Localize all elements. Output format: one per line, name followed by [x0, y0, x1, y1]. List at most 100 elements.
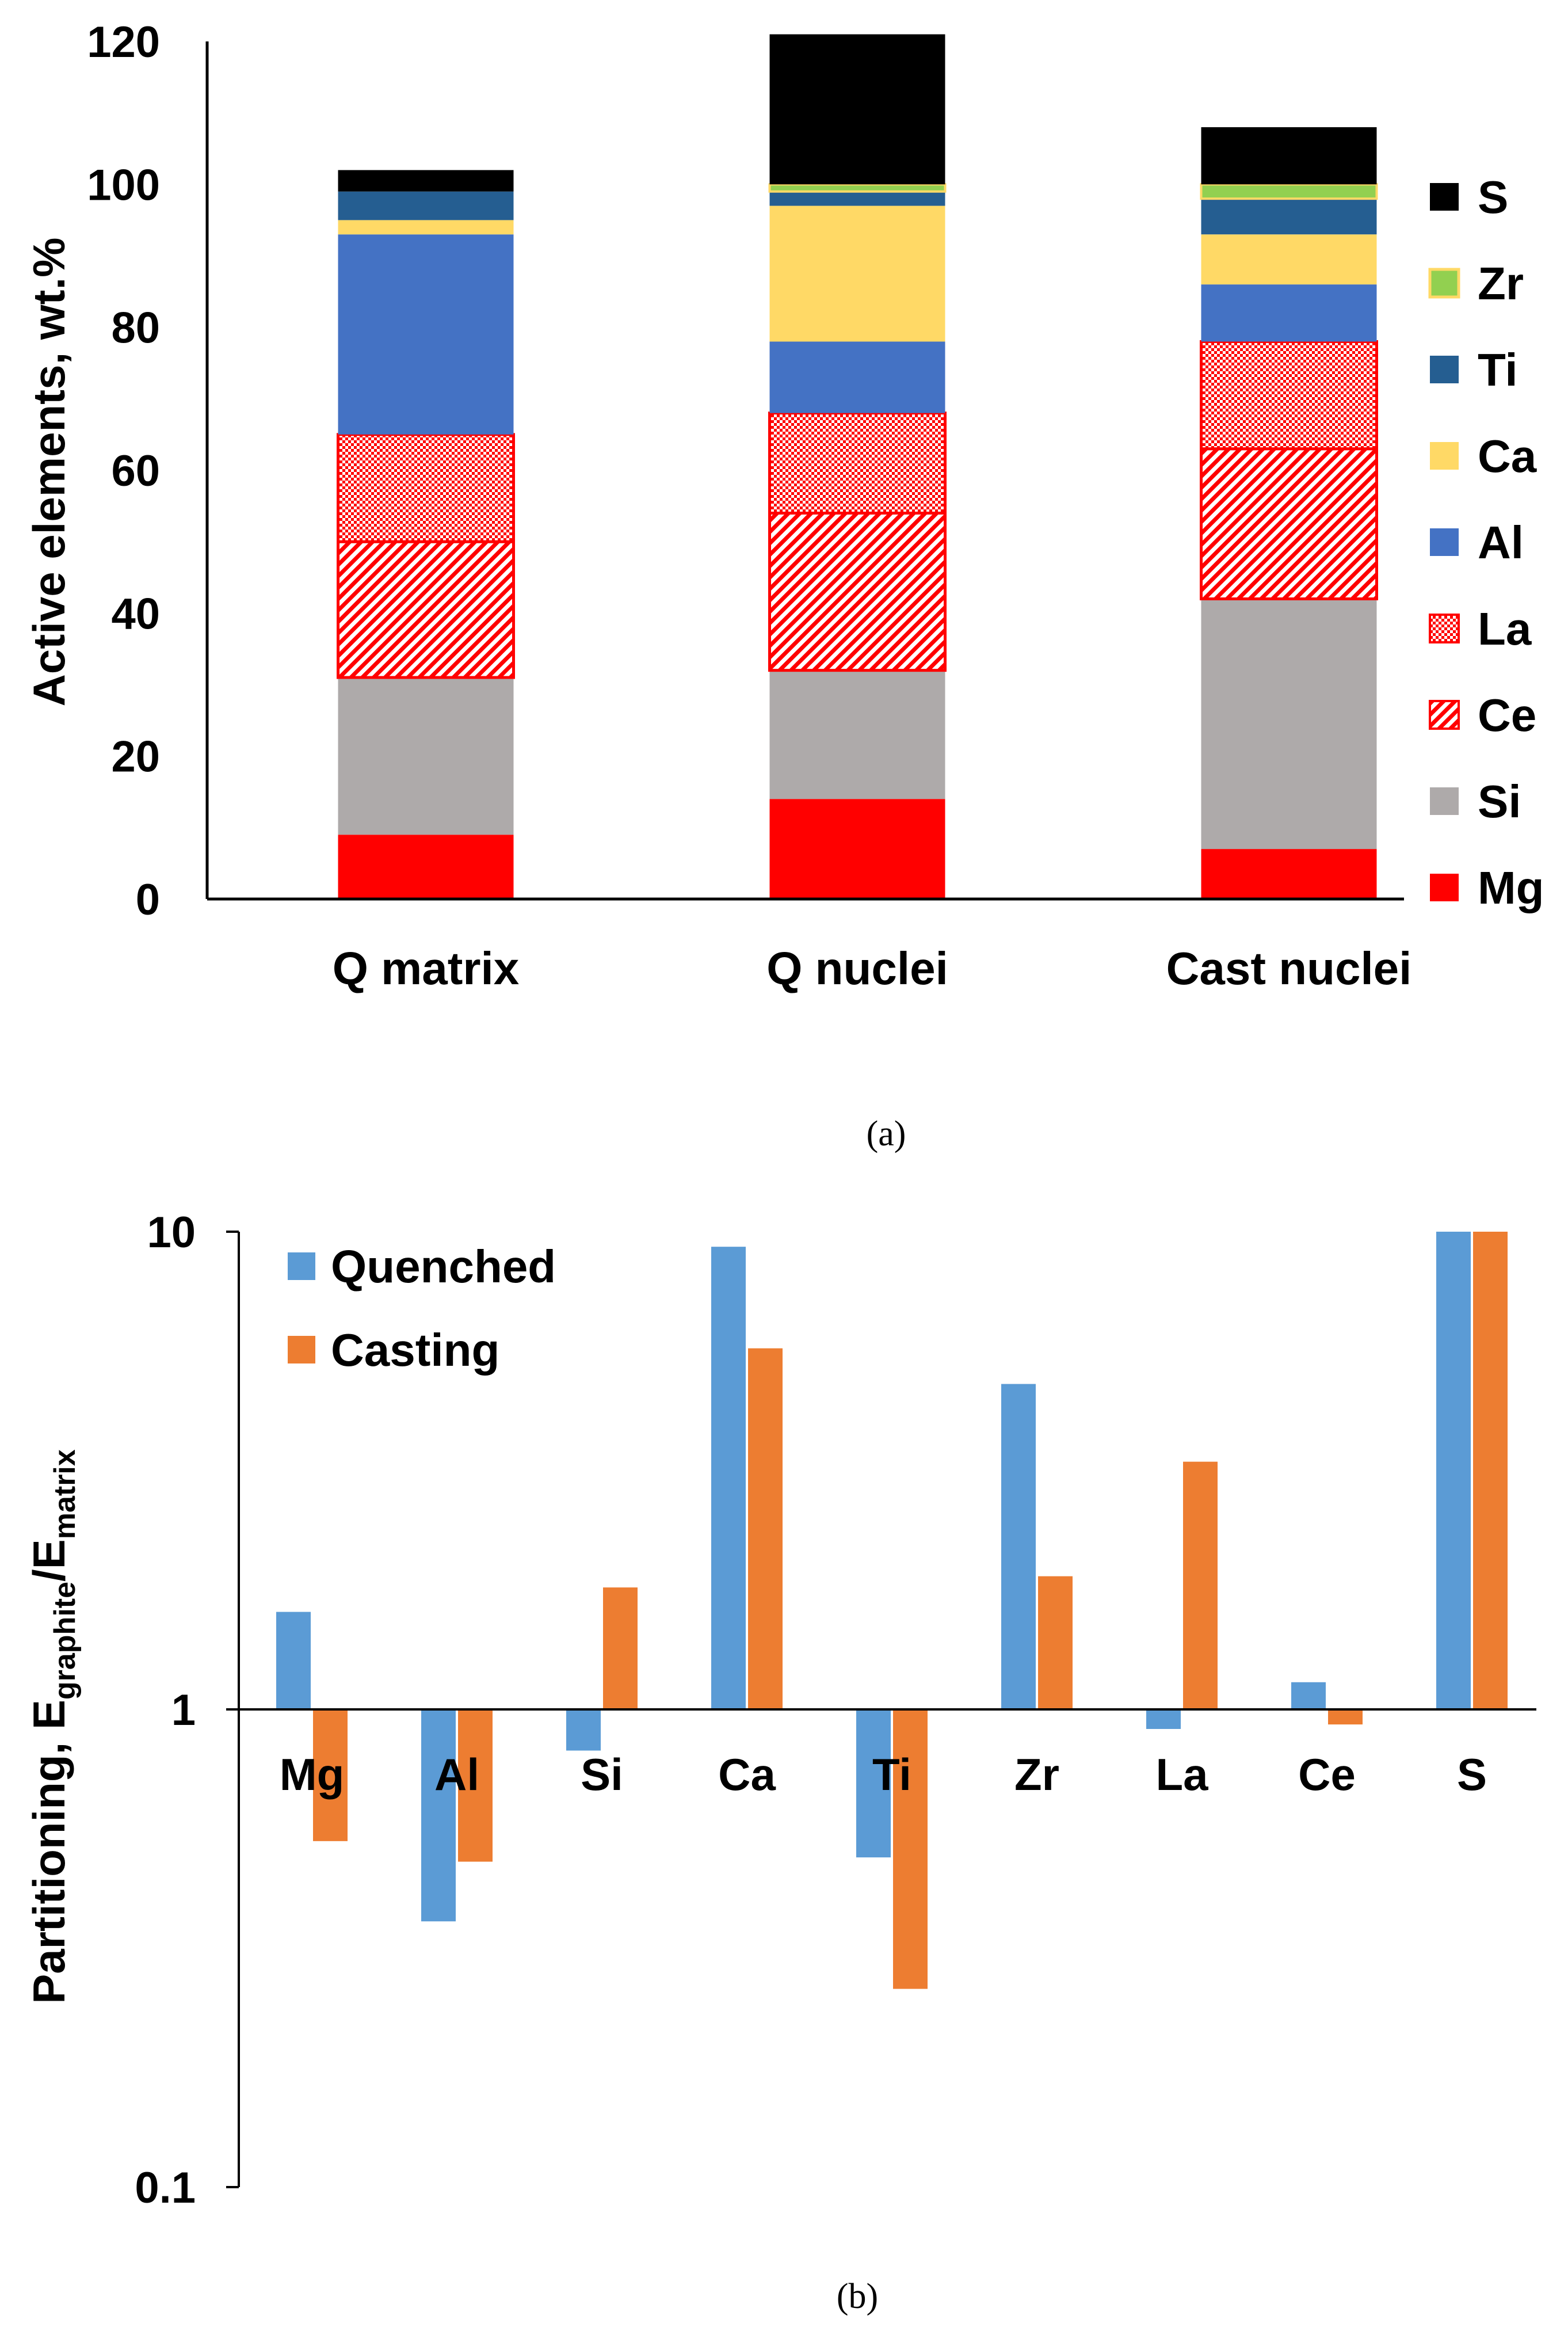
y-label-mid: /E — [24, 1539, 74, 1582]
y-tick-labels: 0 20 40 60 80 100 120 — [87, 18, 160, 924]
legend-label-S: S — [1478, 172, 1508, 223]
bar-Ti-1 — [769, 191, 945, 206]
bar-Zr-1 — [768, 183, 947, 193]
bar-Casting-Si — [603, 1587, 638, 1709]
bar-segments — [337, 34, 1378, 899]
x-tick-label: La — [1155, 1749, 1208, 1800]
bar-Casting-La — [1183, 1461, 1218, 1709]
x-tick-label: Mg — [280, 1749, 345, 1800]
x-tick-label: Q matrix — [333, 943, 520, 994]
bar-La-1 — [768, 412, 947, 515]
legend-label-Si: Si — [1478, 776, 1521, 827]
bar-Al-1 — [769, 341, 945, 413]
y-tick-label: 40 — [111, 589, 160, 638]
legend-label-Ce: Ce — [1478, 690, 1536, 741]
legend-label-Ca: Ca — [1478, 431, 1537, 482]
x-tick-label: Ti — [872, 1749, 911, 1800]
bar-Casting-Ti — [893, 1709, 928, 1989]
y-label-sub-graphite: graphite — [48, 1582, 82, 1700]
bar-Ce-0 — [337, 540, 515, 679]
legend-swatch-Mg — [1430, 874, 1459, 901]
bar-Casting-Mg — [313, 1709, 348, 1841]
bar-Si-1 — [769, 670, 945, 799]
bar-Casting-Zr — [1038, 1576, 1073, 1709]
legend-label-Ti: Ti — [1478, 344, 1518, 395]
x-tick-labels: Mg Al Si Ca Ti Zr La Ce S — [280, 1749, 1487, 1800]
bar-Ce-2 — [1200, 447, 1378, 600]
y-label-sub-matrix: matrix — [48, 1449, 82, 1539]
legend-swatch-S — [1430, 183, 1459, 211]
x-tick-label: Ca — [718, 1749, 776, 1800]
bar-Ti-2 — [1201, 199, 1377, 235]
bar-Mg-2 — [1201, 849, 1377, 899]
legend-label-Mg: Mg — [1478, 862, 1544, 913]
stacked-bar-chart: Active elements, wt.% 0 20 40 60 80 100 120 Q … — [24, 18, 1544, 1153]
bar-Al-2 — [1201, 284, 1377, 342]
x-tick-label: Ce — [1298, 1749, 1356, 1800]
y-label-main: Partitioning, E — [24, 1700, 74, 2004]
bar-Quenched-Ti — [856, 1709, 891, 1858]
bar-Quenched-La — [1146, 1709, 1181, 1729]
caption-a: (a) — [867, 1114, 906, 1153]
bar-Casting-Ca — [748, 1348, 783, 1709]
y-tick-label: 80 — [111, 304, 160, 353]
bar-Al-0 — [338, 234, 514, 435]
bar-Casting-Al — [458, 1709, 493, 1862]
bar-Quenched-Al — [421, 1709, 456, 1922]
legend-swatch-Casting — [288, 1336, 315, 1363]
x-tick-label: Cast nuclei — [1166, 943, 1412, 994]
y-tick-label: 120 — [87, 18, 160, 67]
y-tick-label: 10 — [147, 1208, 196, 1257]
y-tick-label: 0 — [136, 875, 160, 924]
legend-swatch-Ce — [1429, 700, 1460, 730]
y-tick-label: 0.1 — [135, 2164, 196, 2212]
log-bar-chart: Partitioning, Egraphite/Ematrix 0.1 1 10 M… — [24, 1208, 1536, 2316]
y-tick-label: 1 — [171, 1686, 196, 1735]
bar-Casting-S — [1473, 1232, 1508, 1709]
bar-Si-0 — [338, 677, 514, 835]
bar-S-0 — [338, 170, 514, 192]
caption-b: (b) — [837, 2277, 878, 2316]
bar-Casting-Ce — [1328, 1709, 1363, 1725]
legend-label-Casting: Casting — [331, 1324, 499, 1376]
bar-Ca-1 — [769, 205, 945, 342]
legend-swatch-Al — [1430, 528, 1459, 556]
x-tick-label: S — [1457, 1749, 1487, 1800]
bar-La-0 — [337, 433, 515, 543]
legend-swatch-Ti — [1430, 356, 1459, 383]
bar-Quenched-Zr — [1001, 1384, 1036, 1709]
bar-La-2 — [1200, 340, 1378, 451]
legend-label-Al: Al — [1478, 517, 1524, 568]
legend-swatch-Si — [1430, 787, 1459, 815]
x-tick-label: Q nuclei — [766, 943, 948, 994]
bar-Ti-0 — [338, 191, 514, 220]
bar-Ca-0 — [338, 220, 514, 235]
legend-swatch-Zr — [1428, 268, 1460, 299]
x-tick-label: Al — [434, 1749, 479, 1800]
bar-Quenched-Mg — [276, 1612, 311, 1709]
bar-Mg-1 — [769, 799, 945, 899]
bar-Quenched-Ce — [1291, 1682, 1326, 1709]
y-axis-label: Partitioning, Egraphite/Ematrix — [24, 1449, 82, 2004]
legend-swatch-La — [1429, 614, 1460, 643]
bar-Quenched-Si — [566, 1709, 601, 1751]
legend-label-La: La — [1478, 603, 1532, 654]
bar-Si-2 — [1201, 599, 1377, 850]
bar-Quenched-Ca — [711, 1247, 746, 1709]
bar-S-1 — [769, 34, 945, 185]
x-tick-labels: Q matrix Q nuclei Cast nuclei — [333, 943, 1412, 994]
x-tick-label: Zr — [1014, 1749, 1059, 1800]
y-tick-label: 60 — [111, 447, 160, 496]
bar-Ce-1 — [768, 512, 947, 672]
bar-Quenched-S — [1436, 1232, 1471, 1709]
y-axis-label: Active elements, wt.% — [24, 238, 74, 707]
bar-S-2 — [1201, 127, 1377, 185]
x-tick-label: Si — [581, 1749, 623, 1800]
legend-label-Zr: Zr — [1478, 258, 1524, 309]
y-tick-labels: 0.1 1 10 — [135, 1208, 239, 2212]
legend-label-Quenched: Quenched — [331, 1241, 556, 1292]
legend: Quenched Casting — [288, 1241, 556, 1376]
y-tick-label: 100 — [87, 161, 160, 210]
bar-Mg-0 — [338, 835, 514, 899]
